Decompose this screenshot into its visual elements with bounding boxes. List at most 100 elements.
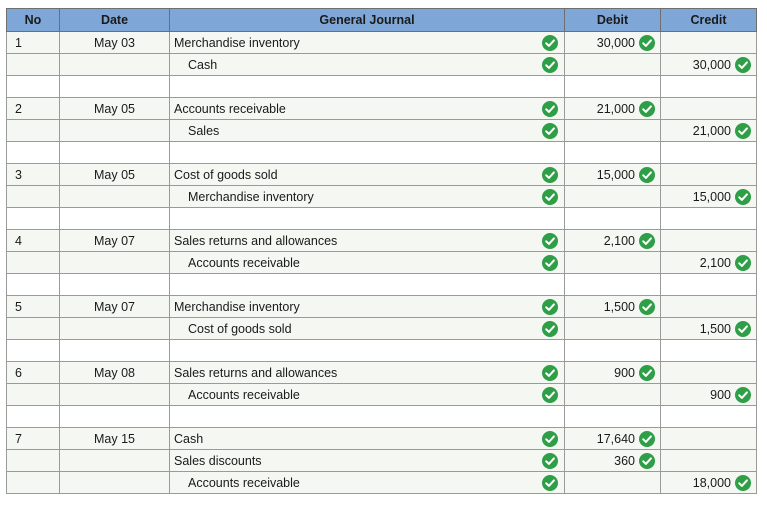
entry-number-cell bbox=[6, 317, 60, 340]
account-cell[interactable]: Accounts receivable bbox=[169, 383, 565, 406]
account-cell[interactable]: Cost of goods sold bbox=[169, 163, 565, 186]
debit-cell[interactable]: 360 bbox=[564, 449, 661, 472]
account-cell[interactable]: Merchandise inventory bbox=[169, 295, 565, 318]
general-journal-table: No Date General Journal Debit Credit 1 Ma… bbox=[6, 8, 757, 494]
debit-cell[interactable] bbox=[564, 383, 661, 406]
account-name: Merchandise inventory bbox=[174, 35, 300, 50]
check-circle-icon bbox=[735, 474, 751, 491]
entry-date-cell bbox=[59, 471, 170, 494]
check-circle-icon bbox=[639, 452, 655, 469]
entry-date-cell bbox=[59, 251, 170, 274]
check-circle-icon bbox=[542, 166, 558, 183]
credit-cell[interactable] bbox=[660, 31, 757, 54]
blank-cell bbox=[169, 141, 565, 164]
entry-number-cell bbox=[6, 471, 60, 494]
debit-cell[interactable]: 900 bbox=[564, 361, 661, 384]
header-debit: Debit bbox=[564, 8, 661, 32]
blank-cell bbox=[6, 207, 60, 230]
credit-cell[interactable] bbox=[660, 295, 757, 318]
account-cell[interactable]: Accounts receivable bbox=[169, 97, 565, 120]
credit-cell[interactable] bbox=[660, 427, 757, 450]
credit-cell[interactable]: 15,000 bbox=[660, 185, 757, 208]
account-name: Accounts receivable bbox=[188, 255, 300, 270]
entry-date-cell bbox=[59, 449, 170, 472]
account-cell[interactable]: Sales bbox=[169, 119, 565, 142]
credit-amount: 1,500 bbox=[699, 321, 731, 336]
credit-cell[interactable] bbox=[660, 229, 757, 252]
blank-cell bbox=[6, 405, 60, 428]
debit-cell[interactable] bbox=[564, 471, 661, 494]
credit-cell[interactable]: 2,100 bbox=[660, 251, 757, 274]
blank-cell bbox=[169, 207, 565, 230]
credit-cell[interactable]: 21,000 bbox=[660, 119, 757, 142]
account-cell[interactable]: Sales returns and allowances bbox=[169, 361, 565, 384]
header-row: No Date General Journal Debit Credit bbox=[6, 8, 757, 32]
journal-line-row: Cost of goods sold 1,500 bbox=[6, 317, 757, 340]
journal-line-row: 2 May 05 Accounts receivable 21,000 bbox=[6, 97, 757, 120]
entry-number-cell: 1 bbox=[6, 31, 60, 54]
account-cell[interactable]: Cash bbox=[169, 53, 565, 76]
blank-cell bbox=[660, 273, 757, 296]
account-name: Merchandise inventory bbox=[188, 189, 314, 204]
debit-cell[interactable]: 17,640 bbox=[564, 427, 661, 450]
entry-number-cell bbox=[6, 383, 60, 406]
account-cell[interactable]: Cash bbox=[169, 427, 565, 450]
entry-date-cell bbox=[59, 383, 170, 406]
debit-cell[interactable] bbox=[564, 53, 661, 76]
credit-cell[interactable]: 1,500 bbox=[660, 317, 757, 340]
entry-number-cell: 6 bbox=[6, 361, 60, 384]
credit-cell[interactable]: 900 bbox=[660, 383, 757, 406]
entry-date-cell: May 07 bbox=[59, 295, 170, 318]
entry-date-cell: May 05 bbox=[59, 163, 170, 186]
blank-separator-row bbox=[6, 141, 757, 164]
credit-cell[interactable]: 30,000 bbox=[660, 53, 757, 76]
debit-cell[interactable] bbox=[564, 185, 661, 208]
blank-cell bbox=[59, 207, 170, 230]
debit-amount: 30,000 bbox=[596, 35, 635, 50]
account-name: Cost of goods sold bbox=[174, 167, 278, 182]
check-circle-icon bbox=[542, 298, 558, 315]
journal-line-row: 3 May 05 Cost of goods sold 15,000 bbox=[6, 163, 757, 186]
debit-cell[interactable]: 2,100 bbox=[564, 229, 661, 252]
account-cell[interactable]: Accounts receivable bbox=[169, 251, 565, 274]
blank-separator-row bbox=[6, 405, 757, 428]
debit-cell[interactable]: 1,500 bbox=[564, 295, 661, 318]
account-cell[interactable]: Sales returns and allowances bbox=[169, 229, 565, 252]
credit-amount: 15,000 bbox=[692, 189, 731, 204]
credit-amount: 2,100 bbox=[699, 255, 731, 270]
journal-line-row: Sales 21,000 bbox=[6, 119, 757, 142]
account-cell[interactable]: Accounts receivable bbox=[169, 471, 565, 494]
debit-cell[interactable]: 15,000 bbox=[564, 163, 661, 186]
credit-cell[interactable] bbox=[660, 361, 757, 384]
account-cell[interactable]: Sales discounts bbox=[169, 449, 565, 472]
account-cell[interactable]: Merchandise inventory bbox=[169, 185, 565, 208]
debit-cell[interactable]: 21,000 bbox=[564, 97, 661, 120]
debit-cell[interactable] bbox=[564, 317, 661, 340]
journal-line-row: 7 May 15 Cash 17,640 bbox=[6, 427, 757, 450]
debit-cell[interactable] bbox=[564, 119, 661, 142]
account-name: Accounts receivable bbox=[188, 475, 300, 490]
header-credit: Credit bbox=[660, 8, 757, 32]
credit-amount: 18,000 bbox=[692, 475, 731, 490]
blank-cell bbox=[6, 75, 60, 98]
entry-number-cell bbox=[6, 53, 60, 76]
entry-number-cell: 7 bbox=[6, 427, 60, 450]
check-circle-icon bbox=[542, 188, 558, 205]
entry-date-cell: May 03 bbox=[59, 31, 170, 54]
debit-cell[interactable] bbox=[564, 251, 661, 274]
debit-cell[interactable]: 30,000 bbox=[564, 31, 661, 54]
credit-amount: 900 bbox=[710, 387, 731, 402]
account-name: Sales returns and allowances bbox=[174, 233, 338, 248]
check-circle-icon bbox=[542, 320, 558, 337]
check-circle-icon bbox=[639, 298, 655, 315]
check-circle-icon bbox=[542, 100, 558, 117]
account-cell[interactable]: Merchandise inventory bbox=[169, 31, 565, 54]
credit-cell[interactable] bbox=[660, 163, 757, 186]
account-cell[interactable]: Cost of goods sold bbox=[169, 317, 565, 340]
blank-separator-row bbox=[6, 207, 757, 230]
credit-cell[interactable]: 18,000 bbox=[660, 471, 757, 494]
credit-cell[interactable] bbox=[660, 97, 757, 120]
account-name: Accounts receivable bbox=[188, 387, 300, 402]
credit-cell[interactable] bbox=[660, 449, 757, 472]
blank-cell bbox=[564, 141, 661, 164]
